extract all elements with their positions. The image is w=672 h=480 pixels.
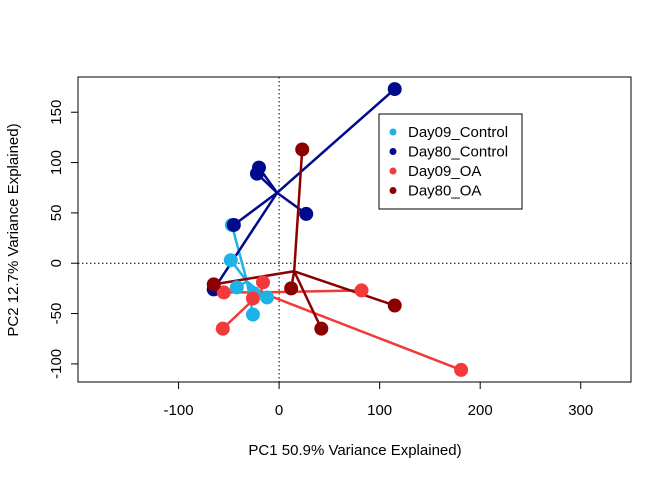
- data-point-3-2: [284, 281, 299, 296]
- spider-line-3-1: [213, 270, 295, 286]
- legend-label-3: Day80_OA: [408, 183, 481, 200]
- spider-line-1-5: [212, 192, 279, 291]
- data-point-2-2: [216, 285, 231, 300]
- legend-label-2: Day09_OA: [408, 163, 481, 180]
- legend-marker-3: [389, 187, 397, 194]
- legend-box: [378, 113, 523, 210]
- spider-line-1-4: [233, 191, 278, 226]
- data-point-1-0: [387, 82, 402, 97]
- y-tick-label-1: -50: [48, 303, 65, 325]
- x-tick-label-0: -100: [164, 402, 194, 419]
- legend-label-1: Day80_Control: [408, 144, 508, 161]
- y-tick-label-3: 50: [48, 205, 65, 222]
- y-tick-label-5: 150: [48, 100, 65, 125]
- y-tick-label-4: 100: [48, 150, 65, 175]
- data-point-0-4: [260, 290, 275, 305]
- spider-line-3-4: [293, 270, 396, 307]
- legend-label-0: Day09_Control: [408, 124, 508, 141]
- x-axis-title: PC1 50.9% Variance Explained): [248, 442, 461, 459]
- data-point-3-0: [295, 142, 310, 157]
- legend: Day09_Control Day80_Control Day09_OA Day80_…: [378, 113, 523, 210]
- data-point-3-1: [206, 277, 221, 292]
- spider-line-2-4: [260, 289, 362, 294]
- data-point-2-3: [215, 321, 230, 336]
- data-point-2-5: [454, 362, 469, 377]
- spider-line-2-5: [260, 291, 462, 372]
- data-point-0-2: [229, 280, 244, 295]
- x-tick-label-4: 300: [568, 402, 593, 419]
- plot-frame: [77, 76, 632, 383]
- legend-marker-1: [389, 148, 397, 155]
- data-point-1-3: [299, 206, 314, 221]
- x-tick-label-2: 100: [367, 402, 392, 419]
- data-point-1-2: [249, 166, 264, 181]
- data-point-1-4: [226, 217, 241, 232]
- data-point-3-3: [314, 321, 329, 336]
- y-tick-label-2: 0: [48, 259, 65, 267]
- x-tick-label-1: 0: [275, 402, 283, 419]
- spider-line-3-0: [292, 149, 304, 272]
- legend-marker-0: [389, 128, 397, 136]
- data-point-0-1: [223, 253, 238, 268]
- legend-marker-2: [389, 167, 397, 175]
- data-point-0-5: [245, 307, 260, 322]
- y-axis-title: PC2 12.7% Variance Explained): [5, 123, 22, 336]
- data-point-2-0: [256, 275, 271, 290]
- spider-line-1-0: [276, 88, 396, 194]
- spider-line-3-3: [293, 270, 323, 330]
- spider-line-0-0: [230, 224, 249, 282]
- x-tick-label-3: 200: [468, 402, 493, 419]
- y-tick-label-0: -100: [48, 349, 65, 379]
- data-point-2-1: [245, 291, 260, 306]
- data-point-3-4: [387, 298, 402, 313]
- data-point-2-4: [354, 283, 369, 298]
